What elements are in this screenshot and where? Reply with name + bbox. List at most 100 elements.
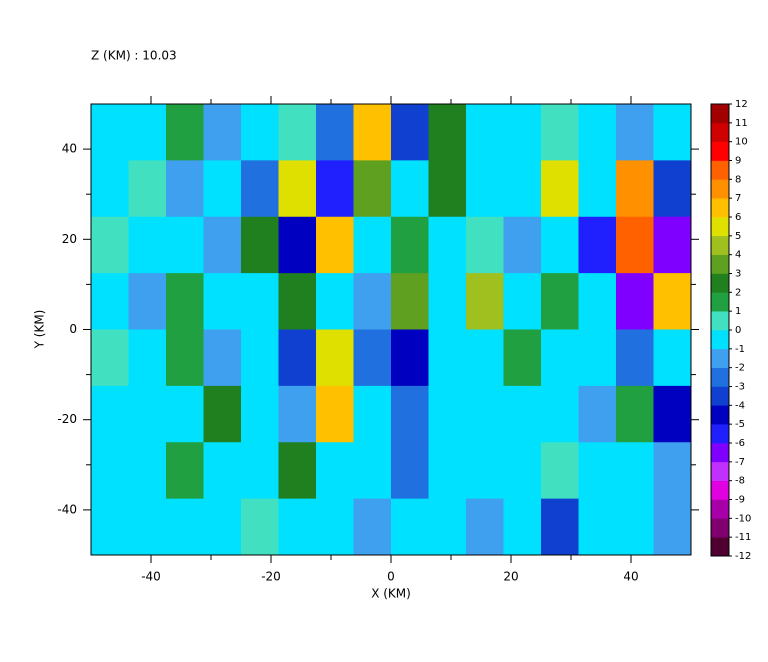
cell	[241, 160, 279, 218]
cell	[166, 160, 204, 218]
colorbar-swatch	[711, 461, 729, 481]
colorbar-label: 2	[735, 287, 741, 298]
cell	[278, 498, 317, 555]
colorbar-swatch	[711, 217, 729, 237]
cell	[91, 498, 129, 555]
cell	[353, 160, 392, 218]
cell	[466, 160, 504, 218]
cell	[203, 385, 242, 443]
cell	[241, 216, 279, 274]
colorbar-swatch	[711, 254, 729, 274]
cell	[466, 216, 504, 274]
colorbar-label: -5	[735, 419, 745, 430]
cell	[203, 160, 242, 218]
cell	[578, 216, 617, 274]
y-tick-label: 0	[69, 322, 77, 336]
cell	[428, 104, 467, 161]
cell	[128, 442, 167, 500]
cell	[578, 273, 617, 330]
cell	[466, 385, 504, 443]
cell	[616, 216, 654, 274]
cell	[391, 498, 429, 555]
colorbar-label: -10	[735, 513, 751, 524]
colorbar-label: -3	[735, 382, 745, 393]
cell	[391, 329, 429, 387]
field	[91, 104, 691, 555]
colorbar-label: 10	[735, 137, 748, 148]
colorbar-swatch	[711, 499, 729, 519]
x-tick-label: -40	[141, 570, 161, 584]
cell	[391, 216, 429, 274]
cell	[278, 160, 317, 218]
cell	[91, 385, 129, 443]
colorbar-label: -11	[735, 532, 751, 543]
cell	[503, 216, 542, 274]
cell	[278, 273, 317, 330]
cell	[653, 160, 691, 218]
cell	[353, 442, 392, 500]
cell	[653, 273, 691, 330]
x-tick-label: 0	[387, 570, 395, 584]
y-tick-label: -40	[57, 502, 77, 516]
cell	[466, 329, 504, 387]
cell	[653, 498, 691, 555]
cell	[541, 329, 579, 387]
cell	[353, 385, 392, 443]
colorbar-label: 7	[735, 193, 741, 204]
colorbar-label: 12	[735, 99, 748, 110]
colorbar-swatch	[711, 443, 729, 463]
colorbar-swatch	[711, 367, 729, 387]
colorbar-swatch	[711, 386, 729, 406]
cell	[128, 160, 167, 218]
cell	[203, 104, 242, 161]
cell	[616, 385, 654, 443]
y-axis-label: Y (KM)	[33, 310, 47, 350]
cell	[503, 104, 542, 161]
cell	[316, 498, 354, 555]
x-tick-label: 20	[503, 570, 518, 584]
cell	[241, 104, 279, 161]
colorbar-label: 0	[735, 325, 741, 336]
colorbar-swatch	[711, 311, 729, 331]
colorbar-label: 1	[735, 306, 741, 317]
cell	[428, 216, 467, 274]
cell	[616, 160, 654, 218]
colorbar-swatch	[711, 141, 729, 161]
colorbar-label: 5	[735, 231, 741, 242]
colorbar-swatch	[711, 104, 729, 124]
cell	[428, 385, 467, 443]
cell	[316, 442, 354, 500]
cell	[466, 273, 504, 330]
cell	[278, 385, 317, 443]
colorbar-swatch	[711, 160, 729, 180]
cell	[653, 329, 691, 387]
cell	[278, 216, 317, 274]
cell	[91, 273, 129, 330]
colorbar-label: 8	[735, 174, 741, 185]
cell	[391, 385, 429, 443]
cell	[391, 442, 429, 500]
colorbar-swatch	[711, 405, 729, 425]
cell	[166, 273, 204, 330]
cell	[503, 385, 542, 443]
cell	[241, 329, 279, 387]
cell	[353, 329, 392, 387]
cell	[316, 273, 354, 330]
cell	[578, 104, 617, 161]
chart-title: Z (KM) : 10.03	[91, 49, 177, 63]
cell	[278, 329, 317, 387]
x-tick-label: 40	[623, 570, 638, 584]
cell	[353, 273, 392, 330]
cell	[353, 498, 392, 555]
cell	[203, 442, 242, 500]
y-tick-label: -20	[57, 412, 77, 426]
cell	[653, 104, 691, 161]
cell	[541, 385, 579, 443]
colorbar-swatch	[711, 518, 729, 538]
cell	[428, 273, 467, 330]
cell	[166, 498, 204, 555]
colorbar-label: -6	[735, 438, 745, 449]
colorbar-label: 4	[735, 250, 741, 261]
colorbar-label: -9	[735, 495, 745, 506]
